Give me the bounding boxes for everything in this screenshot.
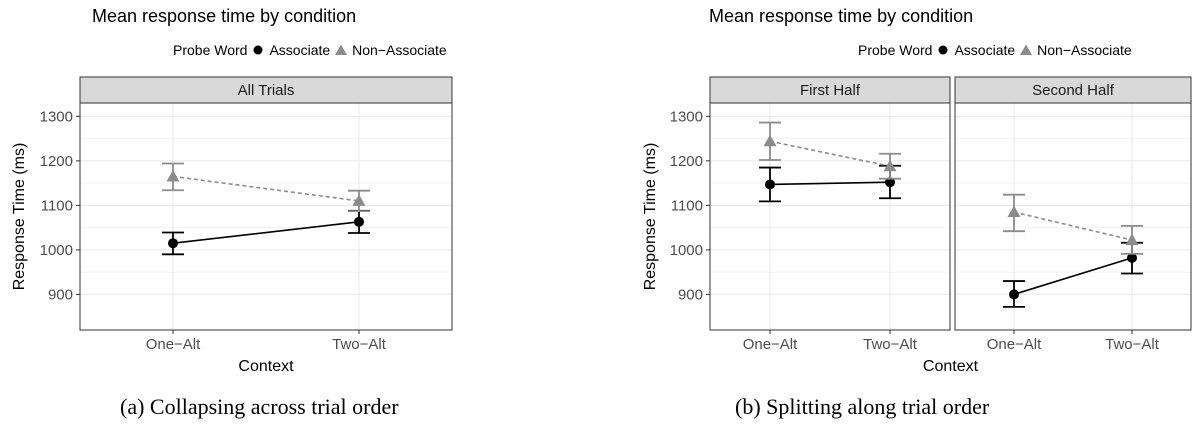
chart-b-panel-bg-1 bbox=[955, 103, 1191, 330]
chart-b-title: Mean response time by condition bbox=[709, 6, 974, 26]
chart-a-legend-title: Probe Word bbox=[173, 42, 248, 58]
chart-b-x-tick-label: Two−Alt bbox=[1105, 336, 1160, 353]
chart-b-point-associate bbox=[1127, 252, 1137, 263]
chart-a-y-tick-label: 1300 bbox=[40, 108, 73, 125]
circle-icon bbox=[936, 43, 950, 57]
chart-b-point-non-associate bbox=[1007, 205, 1021, 218]
chart-a-x-tick-label: Two−Alt bbox=[332, 336, 387, 353]
chart-a-y-tick-label: 1000 bbox=[40, 242, 73, 259]
chart-b-series-line-0-0 bbox=[769, 181, 891, 186]
chart-b-y-tick-label: 1300 bbox=[670, 108, 703, 125]
chart-a-x-axis-title: Context bbox=[238, 358, 294, 375]
chart-a-series-line-0-1 bbox=[172, 175, 360, 202]
chart-a-legend: Probe Word Associate Non−Associate bbox=[173, 42, 447, 58]
chart-b-legend-associate: Associate bbox=[954, 42, 1016, 58]
chart-a-strip-label-0: All Trials bbox=[238, 82, 295, 99]
chart-b-strip-label-0: First Half bbox=[800, 82, 861, 99]
chart-b-strip-1 bbox=[954, 76, 1192, 104]
chart-b-panel-border-0 bbox=[709, 102, 951, 331]
chart-b-panel-bg-0 bbox=[710, 103, 950, 330]
chart-a-panel-bg-0 bbox=[80, 103, 452, 330]
chart-a-x-tick-label: One−Alt bbox=[146, 336, 201, 353]
chart-b-x-tick-label: One−Alt bbox=[987, 336, 1042, 353]
chart-a-point-associate bbox=[168, 238, 178, 249]
chart-b-panel-border-1 bbox=[954, 102, 1192, 331]
chart-b-series-line-1-0 bbox=[1013, 257, 1133, 296]
chart-a-title: Mean response time by condition bbox=[92, 6, 357, 26]
chart-b-x-axis-title: Context bbox=[923, 358, 979, 375]
chart-a-point-non-associate bbox=[352, 194, 366, 206]
chart-a-legend-non-associate: Non−Associate bbox=[352, 42, 447, 58]
chart-b-point-non-associate bbox=[763, 134, 777, 147]
chart-a-caption: (a) Collapsing across trial order bbox=[120, 394, 399, 419]
chart-b-x-tick-label: Two−Alt bbox=[863, 336, 918, 353]
chart-b-legend-non-associate: Non−Associate bbox=[1037, 42, 1132, 58]
chart-a-point-associate bbox=[354, 216, 364, 227]
chart-b-point-associate bbox=[885, 177, 895, 188]
chart-b-point-associate bbox=[765, 179, 775, 190]
chart-a-legend-associate: Associate bbox=[269, 42, 331, 58]
chart-a-y-axis-title: Response Time (ms) bbox=[11, 143, 28, 291]
chart-b-y-tick-label: 1200 bbox=[670, 153, 703, 170]
triangle-icon bbox=[1019, 43, 1033, 57]
circle-icon bbox=[251, 43, 265, 57]
chart-a-series-line-0-0 bbox=[172, 221, 360, 245]
chart-b-strip-0 bbox=[709, 76, 951, 104]
chart-b-point-non-associate bbox=[1125, 233, 1139, 246]
chart-b-y-tick-label: 1000 bbox=[670, 242, 703, 259]
chart-b-point-associate bbox=[1009, 289, 1019, 300]
chart-b-x-tick-label: One−Alt bbox=[743, 336, 798, 353]
chart-b-legend: Probe Word Associate Non−Associate bbox=[858, 42, 1132, 58]
chart-b-point-non-associate bbox=[883, 159, 897, 172]
chart-a-y-tick-label: 900 bbox=[48, 286, 73, 303]
chart-b-legend-title: Probe Word bbox=[858, 42, 933, 58]
chart-b: First Half One−Alt Two−Alt Second Half One−A… bbox=[642, 76, 1192, 375]
chart-b-caption: (b) Splitting along trial order bbox=[735, 394, 990, 419]
chart-a-y-tick-label: 1100 bbox=[41, 197, 73, 214]
chart-a-panel-border-0 bbox=[79, 102, 453, 331]
chart-a-y-tick-label: 1200 bbox=[40, 153, 73, 170]
chart-b-series-line-1-1 bbox=[1013, 211, 1133, 241]
triangle-icon bbox=[334, 43, 348, 57]
chart-b-y-axis-title: Response Time (ms) bbox=[642, 143, 659, 291]
chart-b-strip-label-1: Second Half bbox=[1032, 82, 1115, 99]
chart-b-y-tick-label: 900 bbox=[678, 286, 703, 303]
chart-a-point-non-associate bbox=[166, 169, 180, 182]
chart-a: All Trials One−Alt Two−Alt 900 1000 1100 1200 1… bbox=[11, 76, 453, 375]
chart-b-y-tick-label: 1100 bbox=[671, 197, 703, 214]
